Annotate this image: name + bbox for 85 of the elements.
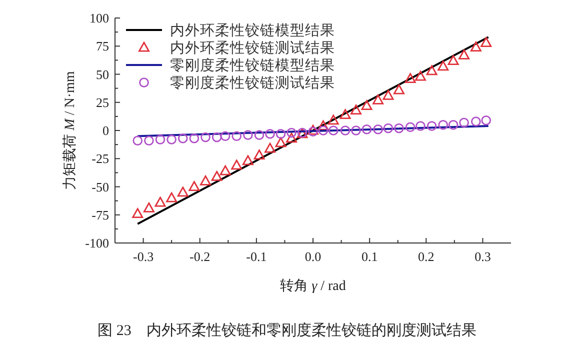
y-tick-label: -75 — [92, 207, 109, 222]
point — [132, 208, 144, 218]
point — [426, 121, 437, 131]
point — [458, 49, 470, 60]
point — [166, 192, 178, 202]
point — [265, 128, 275, 139]
point — [404, 73, 416, 84]
point — [318, 120, 329, 130]
point — [232, 131, 242, 142]
x-tick-label: -0.2 — [190, 249, 210, 264]
y-tick-label: 75 — [96, 38, 109, 54]
point — [189, 133, 200, 144]
point — [328, 114, 339, 125]
point — [340, 109, 351, 120]
point — [372, 94, 384, 104]
point — [220, 131, 230, 142]
y-tick-label: 25 — [96, 94, 109, 110]
point — [438, 60, 449, 71]
point — [275, 137, 286, 148]
point — [471, 116, 481, 126]
point — [318, 126, 328, 136]
point — [448, 55, 459, 66]
point — [362, 124, 372, 134]
point — [382, 90, 394, 100]
point — [373, 124, 383, 134]
point — [155, 134, 166, 144]
point — [264, 142, 276, 153]
point — [143, 202, 154, 212]
x-tick-label: 0.3 — [474, 249, 491, 264]
point — [426, 65, 438, 76]
point — [383, 123, 394, 134]
y-tick-label: 50 — [96, 66, 109, 82]
point — [350, 104, 362, 115]
point — [480, 37, 492, 48]
x-tick-label: -0.3 — [132, 249, 154, 264]
point — [459, 118, 469, 128]
y-tick-label: 0 — [102, 123, 109, 138]
point — [212, 132, 222, 142]
y-tick-label: 100 — [90, 10, 109, 26]
point — [393, 84, 404, 94]
point — [200, 175, 212, 186]
point — [340, 126, 350, 136]
y-tick-label: -100 — [85, 236, 109, 250]
point — [254, 150, 265, 160]
point — [178, 133, 188, 144]
point — [448, 120, 458, 130]
point — [438, 120, 448, 130]
x-tick-label: -0.1 — [246, 249, 267, 264]
y-axis-title: 力矩载荷 M / N·mm — [62, 71, 78, 190]
point — [286, 132, 298, 143]
point — [481, 115, 492, 126]
y-tick-label: -25 — [92, 151, 109, 166]
point — [211, 170, 222, 181]
point — [254, 130, 264, 140]
x-tick-label: 0.0 — [304, 249, 322, 264]
x-tick-label: 0.1 — [361, 249, 378, 264]
point — [243, 130, 253, 140]
point — [166, 134, 176, 144]
point — [154, 196, 166, 207]
point — [220, 165, 231, 176]
point — [242, 155, 254, 166]
point — [394, 123, 404, 134]
x-tick-label: 0.2 — [418, 249, 434, 264]
y-tick-label: -50 — [92, 179, 109, 194]
point — [361, 100, 372, 110]
x-axis-title: 转角 γ / rad — [280, 278, 346, 294]
point — [416, 121, 426, 131]
point — [144, 136, 154, 146]
point — [132, 136, 143, 146]
point — [405, 122, 416, 132]
legend-label: 内外环柔性铰链测试结果 — [170, 40, 335, 56]
point — [276, 128, 286, 139]
legend-label: 零刚度柔性铰链模型结果 — [170, 57, 335, 74]
point — [470, 42, 482, 52]
point — [200, 132, 210, 142]
caption: 图 23 内外环柔性铰链和零刚度柔性铰链的刚度测试结果 — [98, 322, 476, 339]
point — [328, 126, 338, 136]
point — [188, 181, 200, 192]
point — [286, 128, 296, 138]
point — [414, 70, 426, 81]
legend-label: 内外环柔性铰链模型结果 — [170, 22, 335, 39]
point — [231, 160, 242, 170]
point — [351, 126, 361, 136]
point — [177, 186, 188, 197]
legend-label: 零刚度柔性铰链测试结果 — [170, 74, 335, 92]
